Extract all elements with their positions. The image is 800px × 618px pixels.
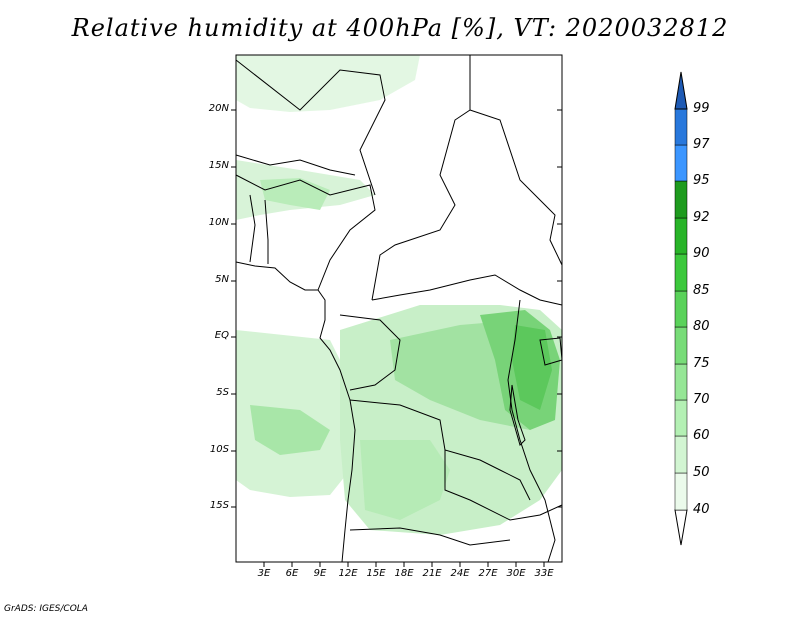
- colorbar-swatch-70: [674, 363, 688, 401]
- lon-label-18e: 18E: [394, 568, 414, 579]
- colorbar-label-50: 50: [693, 465, 710, 480]
- border-ghana: [249, 194, 269, 264]
- colorbar-label-85: 85: [693, 283, 710, 298]
- lat-label-10n: 10N: [208, 217, 229, 228]
- lake-tanganyika: [509, 384, 526, 446]
- colorbar-swatch-97: [674, 108, 688, 146]
- lat-label-15n: 15N: [208, 160, 229, 171]
- colorbar-swatch-60: [674, 399, 688, 437]
- colorbar: [674, 71, 688, 546]
- colorbar-label-60: 60: [693, 428, 710, 443]
- colorbar-upper-arrow: [674, 71, 688, 110]
- border-sahel-west: [235, 154, 356, 176]
- lon-label-27e: 27E: [478, 568, 498, 579]
- shade-atlantic-core: [250, 405, 330, 455]
- shade-sahara-north: [236, 55, 420, 112]
- lat-label-5n: 5N: [215, 274, 229, 285]
- border-zambia: [444, 450, 563, 521]
- lon-label-9e: 9E: [313, 568, 327, 579]
- lat-label-20n: 20N: [208, 103, 229, 114]
- shade-east-max: [512, 325, 552, 410]
- lon-label-12e: 12E: [338, 568, 358, 579]
- colorbar-label-40: 40: [693, 502, 710, 517]
- lat-label-15s: 15S: [209, 500, 229, 511]
- border-east-africa: [507, 299, 556, 563]
- border-namibia: [349, 527, 511, 546]
- colorbar-swatch-75: [674, 326, 688, 365]
- map-frame: [235, 54, 563, 563]
- colorbar-swatch-95: [674, 144, 688, 182]
- lon-label-33e: 33E: [534, 568, 554, 579]
- humidity-shading: [236, 55, 562, 535]
- lat-ticks: [231, 109, 562, 508]
- lon-label-6e: 6E: [285, 568, 299, 579]
- lon-label-30e: 30E: [506, 568, 526, 579]
- border-chad-sudan: [469, 109, 563, 266]
- lat-label-5s: 5S: [216, 387, 229, 398]
- lat-label-10s: 10S: [209, 444, 229, 455]
- border-nigeria: [235, 174, 376, 291]
- coastline-west: [235, 261, 356, 563]
- colorbar-swatch-80: [674, 290, 688, 328]
- border-congo-drc: [339, 314, 401, 391]
- lon-ticks: [263, 562, 545, 567]
- colorbar-swatch-92: [674, 180, 688, 219]
- shade-angola: [360, 440, 450, 520]
- colorbar-lower-arrow: [674, 509, 688, 546]
- colorbar-swatch-85: [674, 253, 688, 292]
- lat-label-eq: EQ: [214, 330, 229, 341]
- border-car: [371, 274, 563, 306]
- grads-credit: GrADS: IGES/COLA: [4, 604, 88, 614]
- colorbar-swatch-90: [674, 217, 688, 255]
- colorbar-label-97: 97: [693, 137, 710, 152]
- lon-label-3e: 3E: [257, 568, 271, 579]
- border-drc-angola: [349, 399, 531, 501]
- colorbar-label-95: 95: [693, 173, 710, 188]
- colorbar-swatch-50: [674, 435, 688, 474]
- colorbar-label-92: 92: [693, 210, 710, 225]
- border-algeria-libya: [235, 59, 386, 196]
- lon-label-15e: 15E: [366, 568, 386, 579]
- map-title: Relative humidity at 400hPa [%], VT: 202…: [71, 14, 729, 42]
- colorbar-label-70: 70: [693, 392, 710, 407]
- colorbar-label-75: 75: [693, 356, 710, 371]
- border-niger-chad: [371, 55, 471, 301]
- lon-label-24e: 24E: [450, 568, 470, 579]
- colorbar-swatch-40: [674, 472, 688, 511]
- colorbar-label-90: 90: [693, 246, 710, 261]
- colorbar-label-80: 80: [693, 319, 710, 334]
- colorbar-label-99: 99: [693, 101, 710, 116]
- lon-label-21e: 21E: [422, 568, 442, 579]
- country-borders: [235, 55, 563, 563]
